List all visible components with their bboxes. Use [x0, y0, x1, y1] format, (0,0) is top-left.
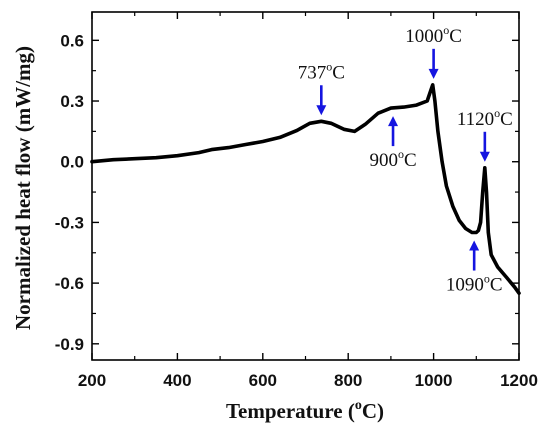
x-tick-label: 600: [249, 371, 277, 390]
arrow-head: [469, 240, 480, 251]
y-tick-label: -0.6: [55, 274, 84, 293]
arrow-head: [479, 151, 490, 162]
x-axis-title: Temperature (oC): [226, 398, 384, 423]
arrow-head: [388, 116, 399, 127]
annotation-label: 737oC: [298, 59, 345, 83]
y-tick-label: -0.3: [55, 213, 84, 232]
y-axis-title: Normalized heat flow (mW/mg): [11, 46, 35, 330]
y-tick-label: 0.6: [60, 31, 84, 50]
series-group: [90, 83, 521, 296]
annotation-label: 1120oC: [457, 106, 513, 130]
x-tick-label: 1000: [415, 371, 453, 390]
arrow-head: [428, 68, 439, 79]
x-tick-label: 400: [163, 371, 191, 390]
y-tick-label: -0.9: [55, 335, 84, 354]
x-tick-label: 1200: [500, 371, 538, 390]
ticks: 200 400 600 800 1000 1200 0.6 0.3 0.0 -0.3 -0.6 -0.…: [55, 12, 538, 390]
annotation-label: 1090oC: [446, 272, 503, 296]
annotations: 737oC 900oC 1000oC 1090oC 1120oC: [298, 23, 513, 296]
x-tick-label: 800: [334, 371, 362, 390]
x-tick-label: 200: [78, 371, 106, 390]
arrow-head: [316, 105, 327, 116]
annotation-label: 1000oC: [405, 23, 462, 47]
y-tick-label: 0.0: [60, 153, 84, 172]
annotation-label: 900oC: [369, 147, 416, 171]
y-tick-label: 0.3: [60, 92, 84, 111]
series-line: [90, 83, 521, 296]
